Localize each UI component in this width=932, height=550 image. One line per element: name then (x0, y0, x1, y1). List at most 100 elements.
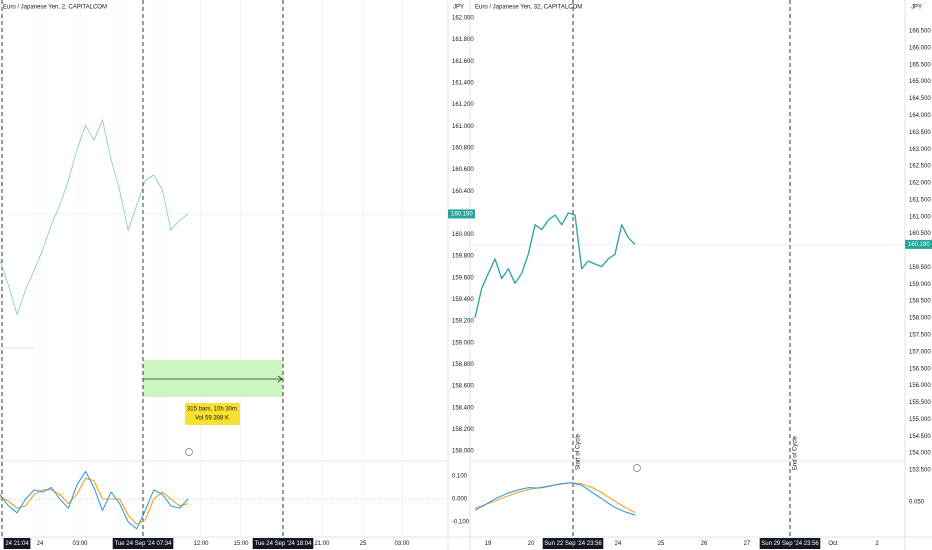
price-label: 161.400 (452, 81, 474, 87)
osc-slow-line (0, 477, 189, 525)
time-label: Sun 29 Sep '24 23:56 (761, 541, 819, 547)
price-label: 163.500 (909, 130, 931, 136)
time-label: 24 (37, 541, 44, 547)
time-highlight (542, 538, 604, 549)
time-label: Sun 22 Sep '24 23:56 (544, 541, 602, 547)
time-label: 12:00 (193, 541, 209, 547)
price-label: 159.000 (452, 340, 474, 346)
price-label: 160.000 (452, 232, 474, 238)
time-label: 20 (528, 541, 535, 547)
time-label: 03:00 (72, 541, 88, 547)
time-label: 24 (615, 541, 622, 547)
time-label: Oct (828, 541, 838, 547)
measure-text: Vol 59.398 K (195, 416, 229, 422)
price-label: 161.000 (452, 124, 474, 130)
measure-box (143, 360, 283, 397)
price-tag-text: 160.190 (451, 212, 473, 218)
cycle-label: Start of Cycle (576, 433, 582, 470)
left-title: Euro / Japanese Yen, 2, CAPITALCOM (3, 5, 107, 11)
icon[interactable] (633, 464, 641, 472)
price-label: 160.500 (909, 231, 931, 237)
price-label: 159.400 (452, 297, 474, 303)
time-label: 26 (701, 541, 708, 547)
price-label: 161.500 (909, 197, 931, 203)
time-label: 19 (485, 541, 492, 547)
time-highlight (759, 538, 821, 549)
measure-arrow-head (277, 375, 283, 383)
time-highlight (112, 538, 174, 549)
cycle-label: End of Cycle (793, 435, 799, 470)
price-label: 161.200 (452, 102, 474, 108)
time-label: 21:00 (314, 541, 330, 547)
price-label: 160.800 (452, 145, 474, 151)
price-tag (448, 209, 475, 219)
price-label: 163.000 (909, 147, 931, 153)
time-label: 25 (658, 541, 665, 547)
icon[interactable] (185, 448, 193, 456)
price-label: 159.800 (452, 254, 474, 260)
price-tag-text: 160.180 (908, 242, 930, 248)
price-line (474, 212, 636, 318)
price-label: 158.000 (452, 449, 474, 455)
price-label: 156.000 (909, 383, 931, 389)
time-label: Tue 24 Sep '24 18:04 (255, 541, 313, 547)
price-label: 159.600 (452, 275, 474, 281)
time-label: 2 (875, 541, 879, 547)
price-label: 158.400 (452, 405, 474, 411)
time-label: 25 (360, 541, 367, 547)
price-line (0, 119, 189, 315)
price-label: 159.200 (452, 319, 474, 325)
price-label: 157.500 (909, 333, 931, 339)
price-label: 162.500 (909, 164, 931, 170)
time-label: Tue 24 Sep '24 07:34 (115, 541, 173, 547)
price-label: 154.000 (909, 451, 931, 457)
grid (39, 0, 403, 537)
price-label: 160.400 (452, 189, 474, 195)
price-label: 165.500 (909, 62, 931, 68)
osc-label: 0.050 (909, 500, 925, 506)
price-label: 155.000 (909, 417, 931, 423)
time-highlight (252, 538, 314, 549)
price-label: 153.500 (909, 468, 931, 474)
price-label: 158.200 (452, 427, 474, 433)
price-label: 157.000 (909, 349, 931, 355)
price-label: 155.500 (909, 400, 931, 406)
osc-label: 0.100 (452, 474, 468, 480)
price-tag (905, 239, 932, 249)
time-label: 03:00 (394, 541, 410, 547)
osc-label: -0.100 (452, 520, 470, 526)
price-label: 156.500 (909, 366, 931, 372)
price-label: 162.000 (909, 181, 931, 187)
osc-fast-line (474, 482, 636, 516)
price-label: 164.500 (909, 96, 931, 102)
price-label: 161.800 (452, 37, 474, 43)
right-title: Euro / Japanese Yen, 32, CAPITALCOM (475, 5, 582, 11)
price-label: 158.500 (909, 299, 931, 305)
right-unit: JPY (911, 5, 922, 11)
price-label: 159.000 (909, 282, 931, 288)
time-label: 27 (744, 541, 751, 547)
price-label: 161.000 (909, 214, 931, 220)
price-label: 166.000 (909, 45, 931, 51)
measure-text: 315 bars, 10h 30m (187, 407, 237, 413)
price-label: 159.500 (909, 265, 931, 271)
price-label: 164.000 (909, 113, 931, 119)
measure-label (185, 403, 240, 425)
osc-label: 0.000 (452, 497, 468, 503)
price-label: 162.000 (452, 16, 474, 22)
price-label: 158.800 (452, 362, 474, 368)
time-highlight (3, 538, 31, 549)
price-label: 154.500 (909, 434, 931, 440)
time-label: 15:00 (233, 541, 249, 547)
dashed-lines (1, 0, 791, 537)
left-unit: JPY (453, 5, 464, 11)
price-label: 161.600 (452, 59, 474, 65)
price-label: 160.600 (452, 167, 474, 173)
price-label: 158.600 (452, 384, 474, 390)
price-label: 165.000 (909, 79, 931, 85)
price-label: 166.500 (909, 29, 931, 35)
time-label: 24 21:04 (5, 541, 29, 547)
osc-fast-line (0, 470, 189, 530)
